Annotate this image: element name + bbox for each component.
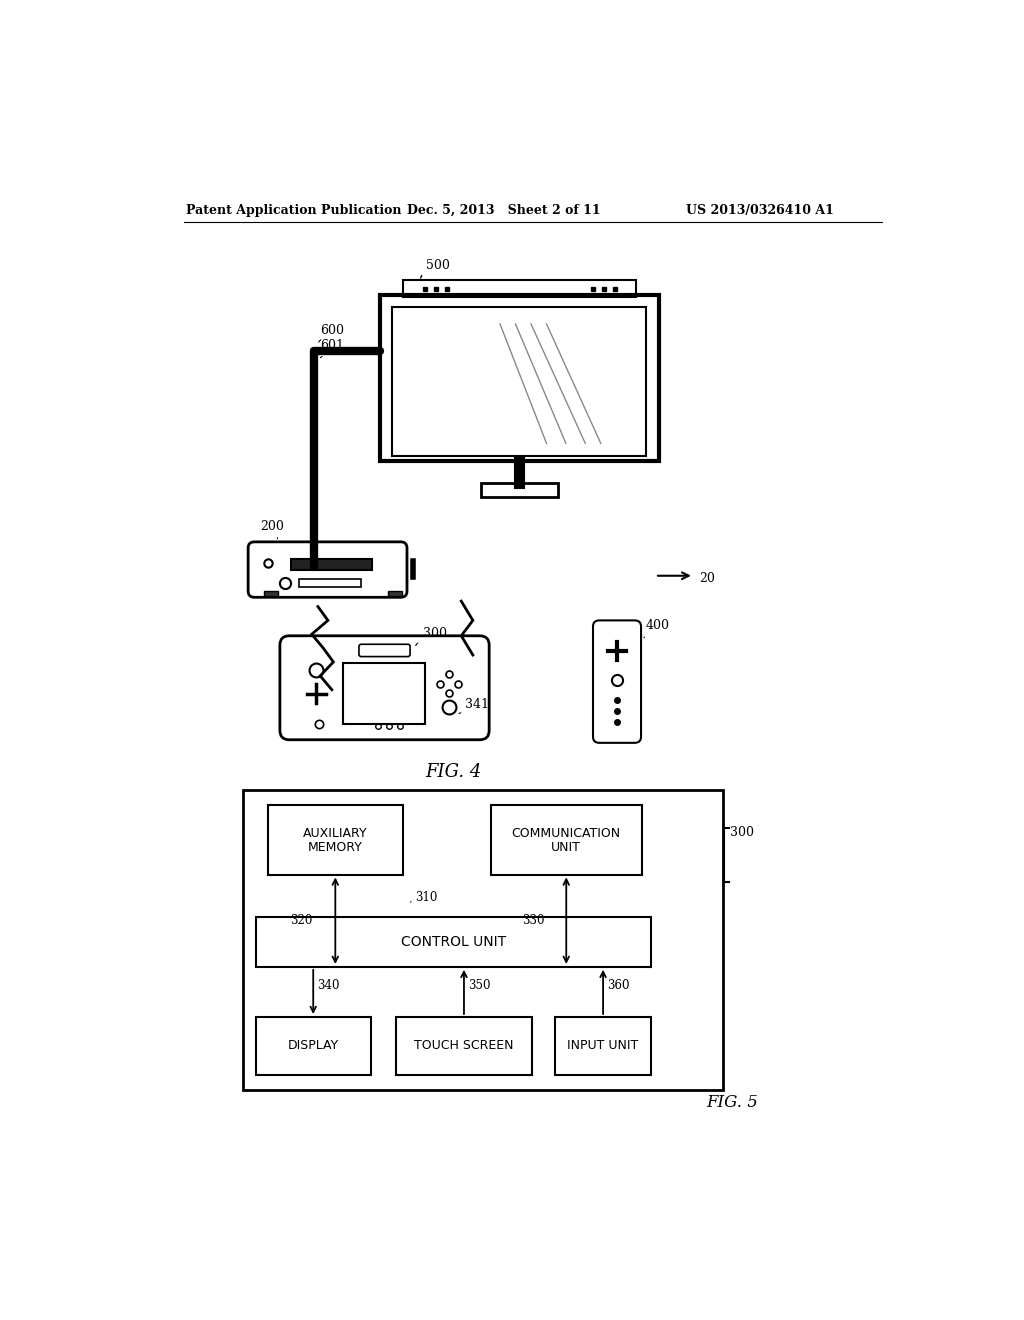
Bar: [392, 308, 646, 455]
Text: 340: 340: [317, 979, 340, 993]
Text: MEMORY: MEMORY: [308, 841, 362, 854]
Text: DISPLAY: DISPLAY: [288, 1039, 339, 1052]
Text: 20: 20: [699, 572, 715, 585]
Text: 360: 360: [607, 979, 630, 993]
Bar: [480, 483, 558, 498]
Bar: [291, 558, 372, 570]
Bar: [396, 1016, 531, 1074]
FancyBboxPatch shape: [280, 636, 489, 739]
Text: AUXILIARY: AUXILIARY: [303, 828, 368, 841]
Text: Dec. 5, 2013   Sheet 2 of 11: Dec. 5, 2013 Sheet 2 of 11: [407, 205, 601, 218]
Bar: [256, 1016, 371, 1074]
Text: 601: 601: [321, 339, 344, 352]
Text: 350: 350: [468, 979, 490, 993]
Text: 500: 500: [426, 259, 451, 272]
Bar: [243, 789, 723, 1090]
FancyBboxPatch shape: [359, 644, 410, 656]
Bar: [256, 917, 651, 966]
Text: CONTROL UNIT: CONTROL UNIT: [401, 935, 506, 949]
Bar: [267, 805, 403, 875]
Bar: [388, 591, 401, 595]
Text: TOUCH SCREEN: TOUCH SCREEN: [415, 1039, 514, 1052]
Text: 400: 400: [646, 619, 670, 632]
FancyBboxPatch shape: [593, 620, 641, 743]
Text: Patent Application Publication: Patent Application Publication: [186, 205, 401, 218]
Bar: [263, 591, 278, 595]
Text: 341: 341: [465, 698, 489, 711]
Text: UNIT: UNIT: [551, 841, 582, 854]
Text: 330: 330: [522, 915, 545, 927]
Bar: [343, 663, 425, 725]
Text: 300: 300: [730, 825, 754, 838]
Text: 310: 310: [415, 891, 437, 904]
Text: INPUT UNIT: INPUT UNIT: [567, 1039, 639, 1052]
Bar: [490, 805, 642, 875]
Text: FIG. 5: FIG. 5: [707, 1094, 759, 1111]
Bar: [299, 578, 360, 586]
Bar: [555, 1016, 651, 1074]
Text: FIG. 4: FIG. 4: [425, 763, 481, 781]
Text: 300: 300: [423, 627, 446, 640]
Text: COMMUNICATION: COMMUNICATION: [512, 828, 621, 841]
Text: 600: 600: [321, 323, 344, 337]
Text: US 2013/0326410 A1: US 2013/0326410 A1: [686, 205, 834, 218]
Bar: [403, 280, 636, 297]
Bar: [380, 296, 658, 461]
FancyBboxPatch shape: [248, 543, 407, 597]
Text: 320: 320: [290, 915, 312, 927]
Text: 200: 200: [260, 520, 284, 533]
